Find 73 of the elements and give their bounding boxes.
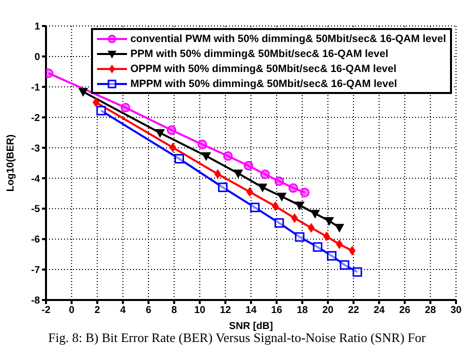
x-tick-label: 6 — [146, 305, 152, 316]
point — [244, 160, 254, 170]
x-tick-label: 22 — [348, 305, 360, 316]
x-tick-label: 12 — [220, 305, 232, 316]
legend-label: OPPM with 50% dimming& 50Mbit/sec& 16-QAM level — [130, 62, 396, 74]
point — [277, 192, 286, 201]
x-tick-label: 4 — [120, 305, 126, 316]
x-tick-label: 10 — [194, 305, 206, 316]
point — [218, 182, 228, 192]
x-tick-label: 8 — [171, 305, 178, 316]
point — [250, 202, 260, 212]
point — [334, 224, 344, 232]
x-tick-label: 18 — [296, 305, 308, 316]
y-tick-label: -2 — [31, 112, 40, 124]
point — [96, 106, 106, 116]
point — [310, 210, 320, 218]
y-tick-label: -6 — [31, 234, 40, 246]
point — [174, 154, 184, 164]
x-tick-label: 2 — [94, 305, 100, 316]
legend-label: PPM with 50% dimming& 50Mbit/sec& 16-QAM level — [130, 48, 388, 60]
y-tick-label: -5 — [31, 204, 40, 216]
point — [223, 151, 233, 161]
point — [288, 183, 298, 193]
x-tick-label: 28 — [424, 305, 436, 316]
x-tick-label: 20 — [322, 305, 334, 316]
point — [214, 169, 221, 178]
point — [120, 102, 130, 112]
point — [166, 125, 176, 135]
point — [274, 218, 284, 228]
point — [294, 232, 304, 242]
point — [352, 267, 362, 277]
y-tick-label: 0 — [34, 52, 40, 63]
point — [260, 170, 270, 180]
point — [258, 184, 268, 192]
x-tick-label: 24 — [374, 305, 386, 316]
legend-label: MPPM with 50% dimming& 50Mbit/sec& 16-QAM level — [130, 78, 397, 90]
x-tick-label: -2 — [42, 305, 51, 316]
point — [336, 240, 343, 249]
x-tick-label: 30 — [450, 305, 462, 316]
y-tick-label: -1 — [31, 82, 40, 94]
point — [308, 223, 315, 232]
point — [340, 260, 350, 270]
y-tick-label: 1 — [34, 22, 40, 33]
x-tick-label: 0 — [68, 305, 75, 316]
point — [291, 214, 298, 223]
point — [246, 187, 254, 196]
point — [274, 176, 284, 186]
point — [326, 251, 336, 261]
point — [234, 170, 243, 178]
point — [295, 202, 304, 210]
point — [324, 217, 334, 226]
point — [198, 140, 208, 150]
y-tick-label: -7 — [31, 265, 40, 276]
point — [272, 202, 279, 211]
point — [312, 242, 322, 252]
point — [78, 88, 88, 96]
point — [323, 232, 330, 241]
point — [348, 246, 356, 256]
caption: Fig. 8: B) Bit Error Rate (BER) Versus Signal-to-Noise Ratio (SNR) For — [47, 330, 427, 345]
point — [202, 152, 211, 160]
y-tick-label: -8 — [31, 296, 40, 307]
point — [92, 98, 100, 107]
point — [156, 129, 165, 138]
x-axis-title: SNR [dB] — [229, 321, 273, 332]
x-tick-label: 26 — [399, 305, 411, 316]
point — [170, 142, 176, 152]
x-tick-label: 16 — [271, 305, 283, 316]
legend-label: convential PWM with 50% dimming& 50Mbit/sec& 16-QAM level — [130, 32, 446, 44]
x-tick-label: 14 — [245, 305, 257, 316]
y-tick-label: -3 — [31, 143, 40, 154]
point — [300, 188, 310, 198]
y-axis-title: Log10(BER) — [6, 134, 17, 192]
y-tick-label: -4 — [31, 174, 40, 185]
